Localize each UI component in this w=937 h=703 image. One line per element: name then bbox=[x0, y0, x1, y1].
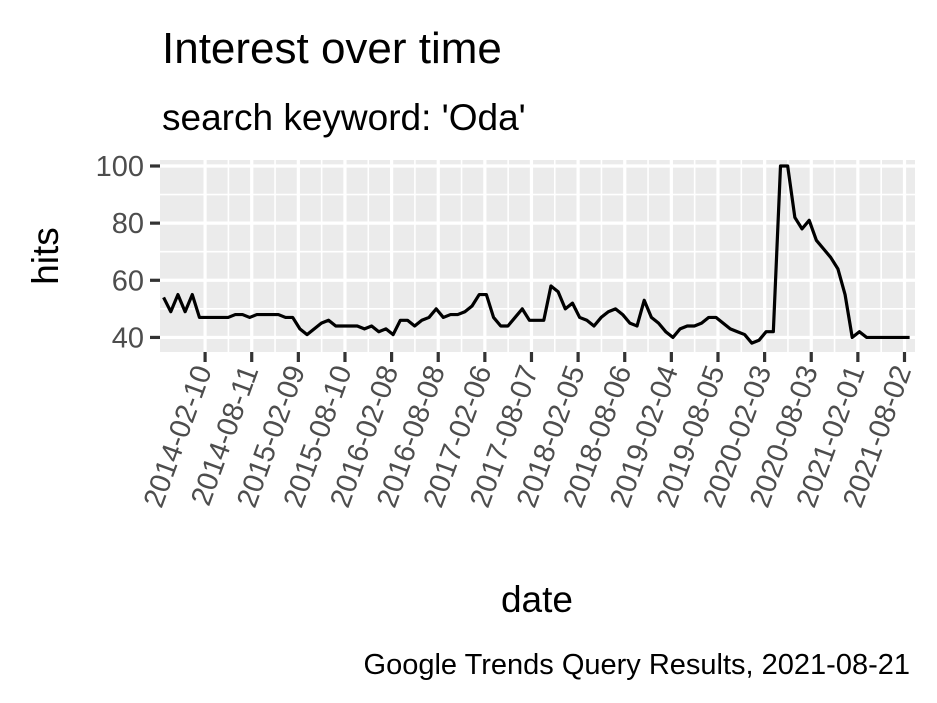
y-tick-label-3: 100 bbox=[96, 151, 144, 183]
series-line-0 bbox=[162, 164, 910, 345]
y-tick-label-0: 40 bbox=[112, 322, 144, 354]
y-axis-title: hits bbox=[25, 227, 66, 285]
y-tick-label-1: 60 bbox=[112, 265, 144, 297]
chart-caption: Google Trends Query Results, 2021-08-21 bbox=[364, 649, 910, 681]
y-tick-label-2: 80 bbox=[112, 208, 144, 240]
plot-panel bbox=[160, 160, 915, 352]
series-layer bbox=[162, 164, 910, 345]
x-axis-title: date bbox=[501, 579, 573, 620]
chart-title: Interest over time bbox=[162, 24, 502, 73]
y-axis: 40 60 80 100 bbox=[96, 151, 160, 354]
chart-subtitle: search keyword: 'Oda' bbox=[162, 97, 526, 138]
